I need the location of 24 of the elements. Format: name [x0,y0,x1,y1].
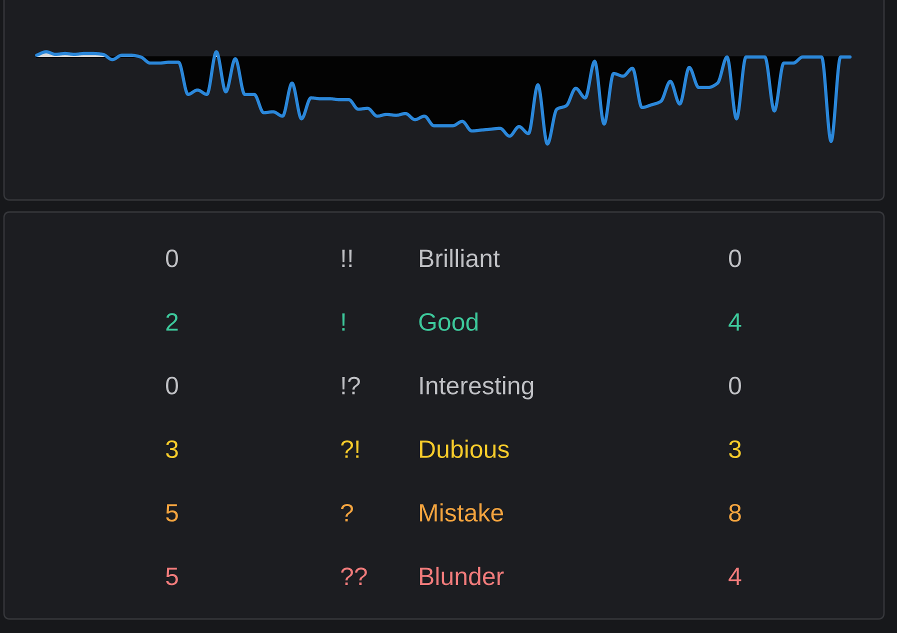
category-label: Interesting [420,376,534,400]
category-label: !! [342,250,352,267]
data-label: 0 [166,250,178,268]
category-label: !? [342,376,360,394]
data-label: 5 [166,504,178,522]
data-label: 0 [729,250,741,268]
category-label: Brilliant [420,248,500,268]
data-label: 0 [166,376,178,394]
data-label: 0 [729,376,741,394]
data-label: 4 [728,568,742,585]
category-label: Good [419,312,478,331]
category-label: Dubious [420,440,509,458]
category-label: ?! [341,440,359,458]
data-label: 8 [729,504,741,522]
data-label: 2 [166,313,178,331]
data-label: 3 [729,440,741,458]
category-label: ? [341,504,353,522]
data-label: 3 [166,440,178,458]
category-label: ! [342,313,345,331]
category-label: ?? [341,568,367,585]
category-label: Blunder [420,566,504,586]
data-label: 4 [728,313,742,331]
category-label: Mistake [420,503,504,522]
data-label: 5 [166,568,178,586]
